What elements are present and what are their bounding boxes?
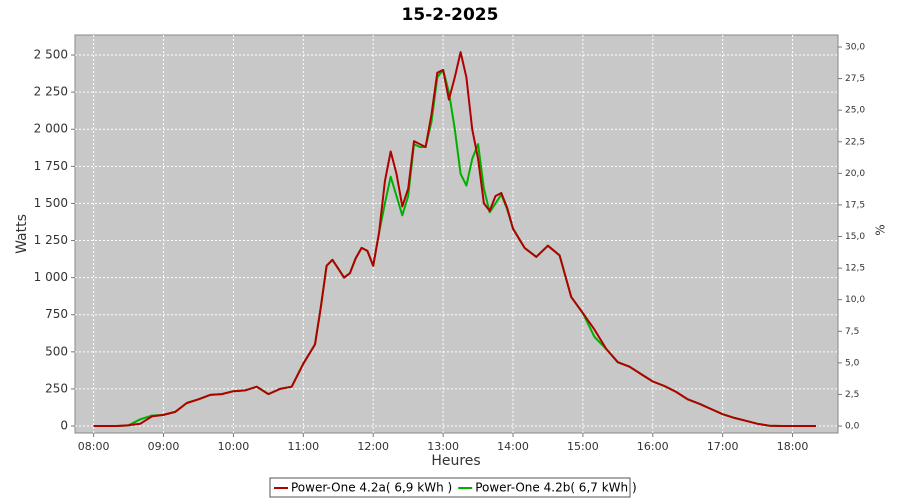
x-tick-label: 18:00 xyxy=(777,440,809,453)
legend-label: Power-One 4.2b( 6,7 kWh ) xyxy=(475,481,636,495)
x-axis-label: Heures xyxy=(431,453,480,469)
y2-tick-label: 12,5 xyxy=(845,264,865,274)
x-tick-label: 10:00 xyxy=(218,440,250,453)
y-tick-label: 500 xyxy=(45,344,68,358)
y2-tick-label: 30,0 xyxy=(845,43,865,53)
y2-tick-label: 10,0 xyxy=(845,295,865,305)
y-tick-label: 1 000 xyxy=(34,270,68,284)
y-tick-label: 2 500 xyxy=(34,48,68,62)
y-tick-label: 1 250 xyxy=(34,233,68,247)
y-tick-label: 250 xyxy=(45,381,68,395)
chart-title: 15-2-2025 xyxy=(402,5,499,25)
y-axis-label: Watts xyxy=(14,214,30,254)
y-tick-label: 0 xyxy=(60,419,68,433)
y2-tick-label: 5,0 xyxy=(845,358,860,368)
y2-tick-label: 17,5 xyxy=(845,200,865,210)
x-tick-label: 13:00 xyxy=(427,440,459,453)
x-tick-label: 17:00 xyxy=(707,440,739,453)
y2-tick-label: 0,0 xyxy=(845,422,860,432)
y-tick-label: 2 250 xyxy=(34,85,68,99)
y-tick-label: 1 500 xyxy=(34,196,68,210)
legend xyxy=(269,477,631,498)
series-line xyxy=(93,51,816,427)
legend-label: Power-One 4.2a( 6,9 kWh ) xyxy=(291,481,452,495)
x-tick-label: 08:00 xyxy=(78,440,110,453)
x-tick-label: 11:00 xyxy=(287,440,319,453)
y-tick-label: 2 000 xyxy=(34,122,68,136)
y2-tick-label: 15,0 xyxy=(845,232,865,242)
x-tick-label: 14:00 xyxy=(497,440,529,453)
y2-tick-label: 22,5 xyxy=(845,137,865,147)
plot-area xyxy=(74,34,839,434)
y2-tick-label: 27,5 xyxy=(845,74,865,84)
y-tick-label: 1 750 xyxy=(34,159,68,173)
y-tick-label: 750 xyxy=(45,307,68,321)
y2-tick-label: 25,0 xyxy=(845,106,865,116)
x-tick-label: 12:00 xyxy=(357,440,389,453)
x-tick-label: 09:00 xyxy=(148,440,180,453)
x-tick-label: 15:00 xyxy=(567,440,599,453)
x-tick-label: 16:00 xyxy=(637,440,669,453)
y2-tick-label: 7,5 xyxy=(845,327,859,337)
y2-tick-label: 2,5 xyxy=(845,390,859,400)
y2-axis-label: % xyxy=(874,224,888,235)
y2-tick-label: 20,0 xyxy=(845,169,865,179)
